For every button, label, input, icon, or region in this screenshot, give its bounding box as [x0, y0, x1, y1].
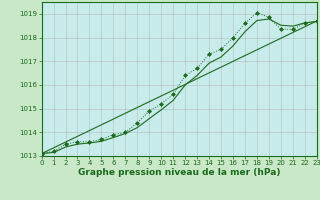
X-axis label: Graphe pression niveau de la mer (hPa): Graphe pression niveau de la mer (hPa) — [78, 168, 280, 177]
